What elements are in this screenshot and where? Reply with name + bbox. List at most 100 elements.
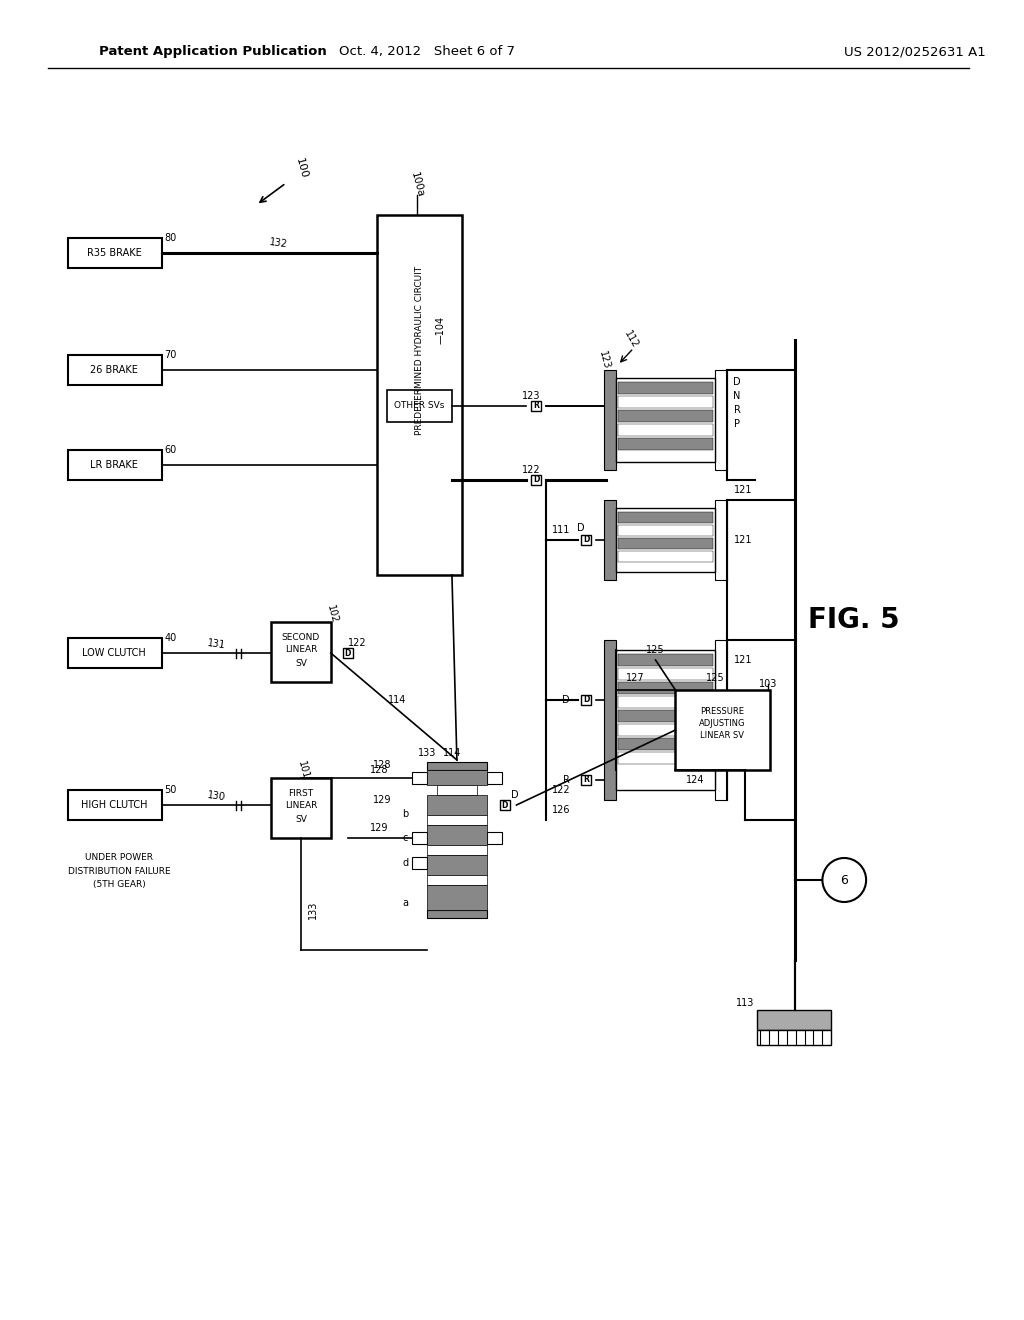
Text: SV: SV (295, 659, 307, 668)
Text: SV: SV (295, 814, 307, 824)
Text: 128: 128 (370, 766, 389, 775)
Bar (68, 638, 162, 668)
Text: PREDETERMINED HYDRAULIC CIRCUIT: PREDETERMINED HYDRAULIC CIRCUIT (415, 265, 424, 434)
Text: D: D (583, 696, 589, 705)
Text: 129: 129 (373, 795, 391, 805)
Bar (68, 789, 162, 820)
Bar (617, 539, 713, 549)
Bar (617, 411, 713, 422)
Bar (378, 215, 462, 576)
Bar (271, 622, 331, 682)
Bar (427, 814, 486, 825)
Bar (757, 1030, 831, 1045)
Text: 50: 50 (165, 785, 177, 795)
Text: b: b (402, 809, 409, 818)
Text: LOW CLUTCH: LOW CLUTCH (82, 648, 146, 657)
Bar (617, 396, 713, 408)
Text: R: R (733, 405, 740, 414)
Text: 114: 114 (388, 696, 407, 705)
Text: 100a: 100a (409, 172, 425, 199)
Text: 122: 122 (348, 638, 367, 648)
Text: D: D (733, 378, 740, 387)
Text: 121: 121 (734, 484, 753, 495)
Bar (413, 857, 427, 869)
Text: 123: 123 (522, 391, 541, 401)
Bar (676, 690, 770, 770)
Text: Oct. 4, 2012   Sheet 6 of 7: Oct. 4, 2012 Sheet 6 of 7 (339, 45, 515, 58)
Bar (715, 500, 727, 579)
Bar (387, 389, 452, 422)
Bar (581, 535, 591, 545)
Text: HIGH CLUTCH: HIGH CLUTCH (81, 800, 147, 810)
Text: 101: 101 (296, 760, 310, 780)
Bar (617, 696, 713, 708)
Text: 70: 70 (165, 350, 177, 360)
Bar (617, 525, 713, 536)
Bar (427, 825, 486, 845)
Text: P: P (734, 418, 740, 429)
Bar (581, 775, 591, 785)
Bar (427, 855, 486, 875)
Bar (617, 738, 713, 750)
Bar (617, 653, 713, 667)
Bar (615, 508, 715, 572)
Bar (68, 355, 162, 385)
Bar (343, 648, 352, 657)
Text: 123: 123 (597, 350, 611, 370)
Text: LINEAR SV: LINEAR SV (700, 731, 744, 741)
Bar (427, 762, 486, 770)
Text: LR BRAKE: LR BRAKE (90, 459, 138, 470)
Bar (617, 381, 713, 393)
Text: R: R (563, 775, 569, 785)
Bar (427, 795, 486, 814)
Text: UNDER POWER: UNDER POWER (85, 854, 154, 862)
Text: 132: 132 (268, 236, 288, 249)
Bar (617, 752, 713, 764)
Bar (617, 424, 713, 436)
Text: 80: 80 (165, 234, 177, 243)
Circle shape (822, 858, 866, 902)
Bar (427, 770, 486, 785)
Text: 130: 130 (207, 789, 226, 803)
Text: 40: 40 (165, 634, 177, 643)
Bar (427, 875, 486, 884)
Text: 129: 129 (370, 822, 389, 833)
Text: D: D (511, 789, 518, 800)
Text: a: a (402, 898, 409, 908)
Text: 122: 122 (522, 465, 541, 475)
Bar (531, 475, 542, 484)
Bar (427, 884, 486, 909)
Text: 114: 114 (442, 748, 461, 758)
Bar (413, 832, 427, 843)
Bar (617, 723, 713, 737)
Bar (615, 378, 715, 462)
Bar (617, 682, 713, 694)
Text: FIRST: FIRST (289, 788, 313, 797)
Text: 6: 6 (841, 874, 848, 887)
Text: US 2012/0252631 A1: US 2012/0252631 A1 (844, 45, 986, 58)
Bar (427, 909, 486, 917)
Text: FIG. 5: FIG. 5 (808, 606, 900, 634)
Bar (531, 401, 542, 411)
Text: 103: 103 (759, 678, 777, 689)
Text: 126: 126 (552, 805, 570, 814)
Bar (617, 710, 713, 722)
Text: 127: 127 (627, 673, 645, 682)
Text: 133: 133 (308, 900, 317, 919)
Text: 125: 125 (646, 645, 665, 655)
Text: 122: 122 (552, 785, 570, 795)
Bar (427, 845, 486, 855)
Bar (604, 640, 615, 800)
Bar (500, 800, 510, 810)
Bar (68, 450, 162, 480)
Bar (715, 640, 727, 800)
Text: OTHER SVs: OTHER SVs (394, 401, 444, 411)
Bar (271, 777, 331, 838)
Bar (437, 785, 477, 795)
Bar (486, 832, 502, 843)
Bar (617, 512, 713, 523)
Text: N: N (733, 391, 740, 401)
Bar (615, 649, 715, 789)
Text: 124: 124 (686, 775, 705, 785)
Text: 26 BRAKE: 26 BRAKE (90, 366, 138, 375)
